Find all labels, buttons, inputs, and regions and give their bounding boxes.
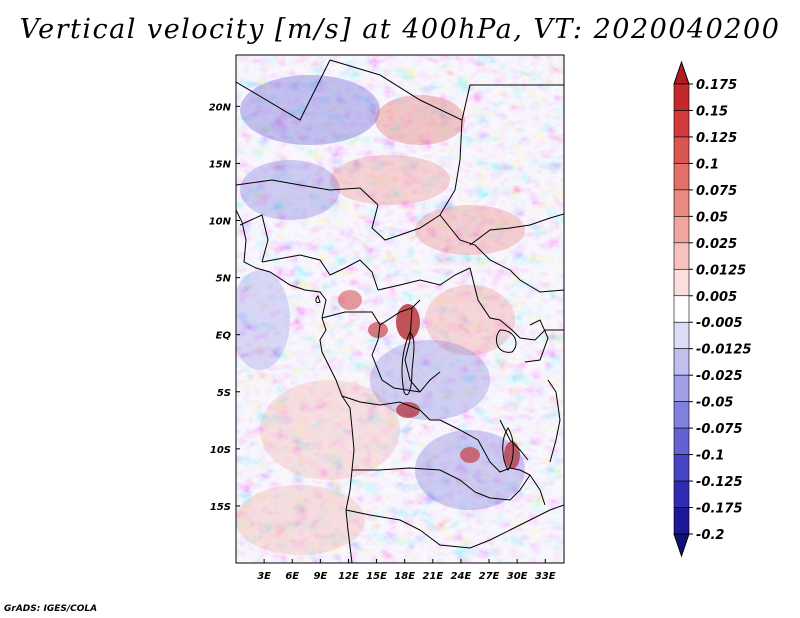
map-frame [235,54,565,564]
lat-tick-label: 15S [210,502,231,513]
lat-tick-label: 10S [210,445,231,456]
lon-tick-label: 18E [394,571,415,582]
colorbar-segment [673,454,690,482]
lat-tick-label: 20N [209,102,232,113]
colorbar-segment [673,507,690,535]
lon-tick-label: 3E [257,571,271,582]
colorbar-label: -0.005 [696,316,743,331]
colorbar-label: -0.0125 [696,343,752,358]
colorbar-segment [673,427,690,455]
colorbar-segment [673,242,690,270]
colorbar-label: 0.025 [696,237,737,252]
colorbar-segment [673,110,690,138]
lon-tick-label: 27E [479,571,500,582]
lon-tick-label: 9E [313,571,327,582]
colorbar-label: -0.2 [696,528,724,543]
colorbar-label: -0.05 [696,396,733,411]
colorbar-segment [673,348,690,376]
colorbar-label: 0.05 [696,210,728,225]
country-boundaries [236,59,564,563]
lat-tick-label: 5N [216,274,232,285]
lat-tick-label: 10N [209,217,232,228]
colorbar-segment [673,189,690,217]
chart-title: Vertical velocity [m/s] at 400hPa, VT: 2… [19,14,781,45]
lat-tick-label: EQ [216,331,232,342]
lon-tick-label: 33E [535,571,556,582]
colorbar-label: 0.005 [696,290,737,305]
colorbar-segment [673,163,690,191]
colorbar-segment [673,216,690,244]
colorbar-min-triangle [673,533,690,558]
colorbar-max-triangle [673,60,690,85]
lat-tick-label: 15N [209,159,232,170]
colorbar-segment [673,136,690,164]
colorbar-segment [673,374,690,402]
velocity-field [236,55,564,563]
lon-tick-label: 12E [338,571,359,582]
colorbar-label: -0.075 [696,422,743,437]
colorbar-segment [673,401,690,429]
lon-tick-label: 24E [451,571,472,582]
lon-tick-label: 15E [366,571,387,582]
colorbar-label: -0.175 [696,502,743,517]
latitude-axis: 20N 15N 10N 5N EQ 5S 10S 15S [209,102,240,513]
colorbar-segment [673,268,690,297]
longitude-axis: 3E 6E 9E 12E 15E 18E 21E 24E 27E 30E 33E [257,559,556,582]
colorbar-label: 0.0125 [696,263,746,278]
colorbar-label: 0.175 [696,78,737,93]
lon-tick-label: 6E [285,571,299,582]
colorbar-segment [673,83,690,111]
lon-tick-label: 30E [507,571,528,582]
colorbar-segment [673,321,690,350]
colorbar: 0.175 0.15 0.125 0.1 0.075 0.05 0.025 0.0125 0.0… [673,60,752,558]
lon-tick-label: 21E [422,571,443,582]
colorbar-label: 0.15 [696,104,728,119]
software-credit: GrADS: IGES/COLA [4,604,98,614]
colorbar-label: 0.1 [696,157,719,172]
colorbar-label: -0.025 [696,369,743,384]
colorbar-segment [673,295,690,323]
lat-tick-label: 5S [217,388,231,399]
colorbar-label: 0.075 [696,184,737,199]
colorbar-label: 0.125 [696,131,737,146]
colorbar-label: -0.125 [696,475,743,490]
colorbar-label: -0.1 [696,449,724,464]
colorbar-segment [673,480,690,508]
